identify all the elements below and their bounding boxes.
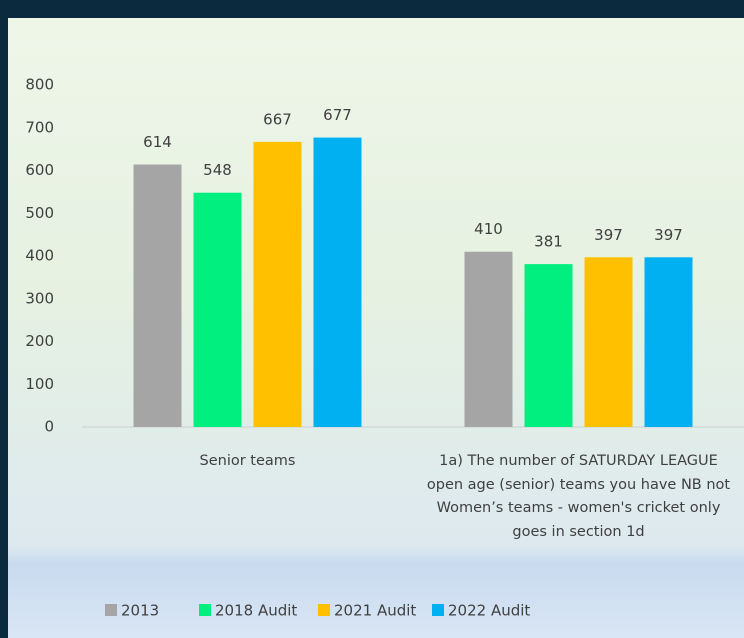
data-label: 614	[143, 133, 172, 151]
legend-label: 2022 Audit	[448, 602, 530, 620]
x-tick-label: 1a) The number of SATURDAY LEAGUE open a…	[426, 453, 731, 540]
data-label: 548	[203, 161, 232, 179]
data-label: 410	[474, 220, 503, 238]
legend-label: 2021 Audit	[334, 602, 416, 620]
y-tick-label: 200	[25, 332, 54, 350]
data-label: 677	[323, 106, 352, 124]
legend-swatch	[318, 604, 330, 616]
legend-label: 2013	[121, 602, 159, 620]
data-label: 397	[654, 226, 683, 244]
data-label: 667	[263, 110, 292, 128]
bar	[644, 257, 693, 427]
legend-swatch	[105, 604, 117, 616]
y-tick-label: 600	[25, 161, 54, 179]
bar	[524, 264, 573, 427]
bar	[313, 137, 362, 427]
bar	[193, 192, 242, 427]
y-tick-label: 500	[25, 204, 54, 222]
y-tick-label: 100	[25, 375, 54, 393]
x-tick-label: Senior teams	[199, 453, 296, 469]
legend-label: 2018 Audit	[215, 602, 297, 620]
y-tick-label: 800	[25, 76, 54, 94]
bar	[584, 257, 633, 427]
y-tick-label: 0	[44, 418, 54, 436]
legend-swatch	[432, 604, 444, 616]
bar	[133, 164, 182, 427]
y-tick-label: 400	[25, 247, 54, 265]
data-label: 381	[534, 233, 563, 251]
legend-swatch	[199, 604, 211, 616]
y-tick-label: 700	[25, 118, 54, 136]
data-label: 397	[594, 226, 623, 244]
bar	[253, 141, 302, 428]
bar	[464, 251, 513, 427]
y-tick-label: 300	[25, 289, 54, 307]
